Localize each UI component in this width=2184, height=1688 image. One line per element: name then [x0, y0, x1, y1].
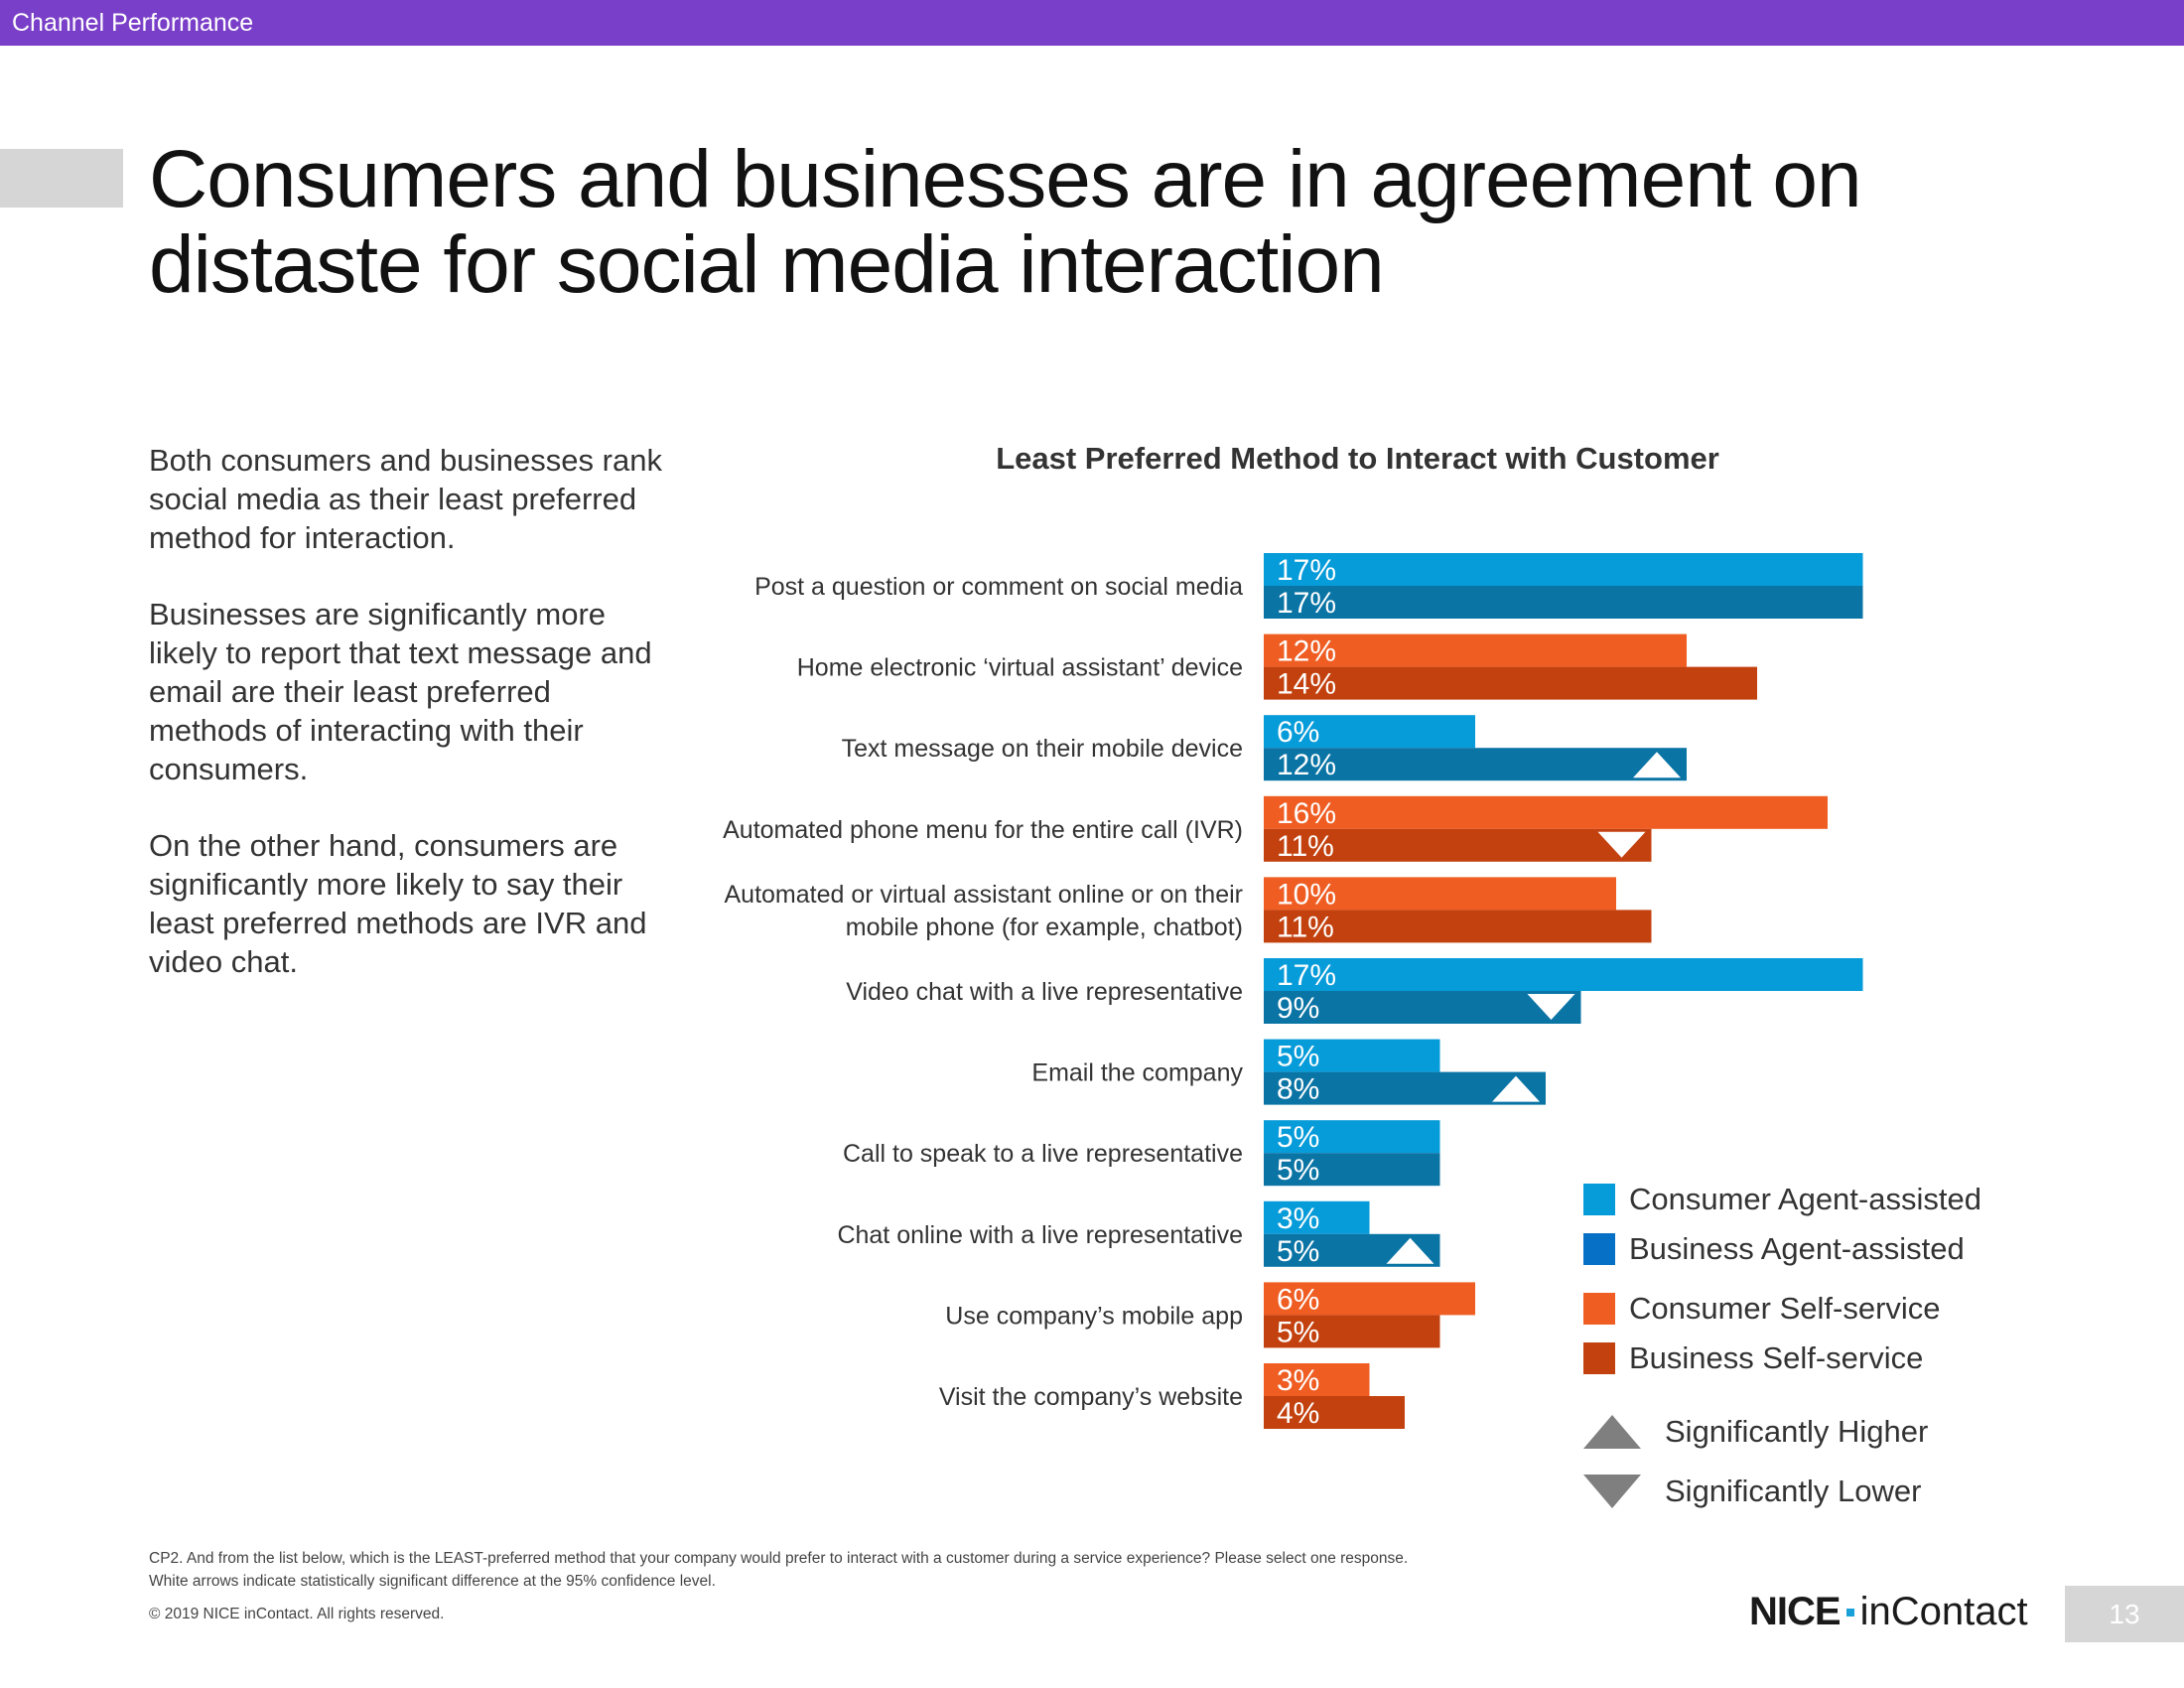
summary-paragraph-2: Businesses are significantly more likely… — [149, 597, 652, 786]
bar-value-label: 12% — [1277, 635, 1336, 668]
triangle-down-icon — [1583, 1475, 1641, 1508]
consumer-bar — [1264, 877, 1616, 911]
category-label: Post a question or comment on social med… — [754, 573, 1243, 601]
summary-paragraph-3: On the other hand, consumers are signifi… — [149, 828, 647, 979]
bar-value-label: 11% — [1277, 830, 1334, 863]
footnote-significance-note: White arrows indicate statistically sign… — [149, 1573, 716, 1590]
bar-value-label: 3% — [1277, 1202, 1319, 1235]
legend-item-significantly-lower: Significantly Lower — [1583, 1474, 1921, 1509]
bar-value-label: 5% — [1277, 1154, 1319, 1187]
bar-value-label: 3% — [1277, 1364, 1319, 1397]
business-bar — [1264, 748, 1687, 781]
section-header-bar: Channel Performance — [0, 0, 2184, 46]
bar-value-label: 10% — [1277, 878, 1336, 911]
consumer-bar — [1264, 1200, 1370, 1234]
consumer-bar — [1264, 1039, 1440, 1072]
consumer-bar — [1264, 1282, 1475, 1316]
business-bar — [1264, 666, 1757, 700]
category-label: Automated phone menu for the entire call… — [723, 816, 1243, 844]
nice-incontact-logo: NICE inContact — [1749, 1590, 2028, 1634]
significance-down-icon — [1597, 831, 1646, 858]
business-bar — [1264, 586, 1863, 619]
legend-swatch-consumer-agent — [1583, 1184, 1615, 1215]
bar-value-label: 14% — [1277, 668, 1336, 701]
consumer-bar — [1264, 633, 1687, 667]
footnote: CP2. And from the list below, which is t… — [149, 1547, 1638, 1593]
copyright: © 2019 NICE inContact. All rights reserv… — [149, 1606, 445, 1622]
legend-item-business-self: Business Self-service — [1583, 1340, 1923, 1376]
title-accent-bar — [0, 149, 123, 208]
bar-value-label: 17% — [1277, 959, 1336, 992]
significance-up-icon — [1633, 752, 1681, 778]
legend-item-business-agent: Business Agent-assisted — [1583, 1231, 1965, 1267]
bar-value-label: 12% — [1277, 749, 1336, 781]
footnote-question: CP2. And from the list below, which is t… — [149, 1550, 1409, 1567]
consumer-bar — [1264, 553, 1863, 586]
consumer-bar — [1264, 1120, 1440, 1154]
category-label: Home electronic ‘virtual assistant’ devi… — [797, 654, 1243, 682]
page-title: Consumers and businesses are in agreemen… — [149, 134, 1862, 310]
summary-paragraph-1: Both consumers and businesses rank socia… — [149, 443, 662, 555]
business-bar — [1264, 1153, 1440, 1187]
section-name: Channel Performance — [12, 9, 254, 37]
chart-title: Least Preferred Method to Interact with … — [996, 441, 1719, 476]
bar-value-label: 6% — [1277, 716, 1319, 749]
category-label: Automated or virtual assistant online or… — [725, 881, 1244, 941]
bar-value-label: 6% — [1277, 1283, 1319, 1316]
triangle-up-icon — [1583, 1415, 1641, 1449]
category-label: Use company’s mobile app — [945, 1302, 1243, 1330]
legend-label-consumer-agent: Consumer Agent-assisted — [1629, 1182, 1981, 1216]
bar-value-label: 5% — [1277, 1316, 1319, 1348]
legend-item-consumer-self: Consumer Self-service — [1583, 1291, 1941, 1327]
consumer-bar — [1264, 958, 1863, 991]
legend-label-consumer-self: Consumer Self-service — [1629, 1291, 1941, 1326]
legend-label-business-agent: Business Agent-assisted — [1629, 1231, 1965, 1266]
consumer-bar — [1264, 795, 1828, 829]
legend-item-consumer-agent: Consumer Agent-assisted — [1583, 1182, 1981, 1217]
legend-label-significantly-lower: Significantly Lower — [1665, 1474, 1922, 1508]
legend-label-significantly-higher: Significantly Higher — [1665, 1414, 1929, 1449]
logo-product: inContact — [1859, 1590, 2028, 1633]
significance-down-icon — [1527, 994, 1575, 1020]
consumer-bar — [1264, 1363, 1370, 1396]
bar-value-label: 8% — [1277, 1073, 1319, 1106]
category-label: Video chat with a live representative — [846, 978, 1243, 1006]
bar-value-label: 5% — [1277, 1041, 1319, 1073]
bar-value-label: 17% — [1277, 587, 1336, 620]
bar-value-label: 11% — [1277, 911, 1334, 943]
legend-item-significantly-higher: Significantly Higher — [1583, 1414, 1928, 1450]
legend-label-business-self: Business Self-service — [1629, 1340, 1924, 1375]
legend-swatch-business-agent — [1583, 1233, 1615, 1265]
business-bar — [1264, 910, 1652, 943]
business-bar — [1264, 828, 1652, 862]
bar-value-label: 9% — [1277, 992, 1319, 1025]
category-label: Email the company — [1031, 1059, 1243, 1087]
category-label: Call to speak to a live representative — [843, 1140, 1243, 1168]
bar-value-label: 16% — [1277, 797, 1336, 830]
legend-swatch-business-self — [1583, 1342, 1615, 1374]
significance-up-icon — [1386, 1237, 1434, 1264]
logo-brand: NICE — [1749, 1590, 1842, 1633]
page-number: 13 — [2065, 1586, 2184, 1642]
significance-up-icon — [1492, 1075, 1540, 1102]
consumer-bar — [1264, 715, 1475, 749]
logo-dot-icon — [1845, 1608, 1854, 1617]
summary-text: Both consumers and businesses rank socia… — [149, 441, 665, 1019]
bar-value-label: 4% — [1277, 1397, 1319, 1430]
category-label: Text message on their mobile device — [842, 735, 1243, 763]
legend-swatch-consumer-self — [1583, 1293, 1615, 1325]
business-bar — [1264, 991, 1581, 1024]
category-label: Visit the company’s website — [939, 1383, 1243, 1411]
bar-value-label: 17% — [1277, 554, 1336, 587]
category-label: Chat online with a live representative — [837, 1221, 1243, 1249]
business-bar — [1264, 1315, 1440, 1348]
bar-value-label: 5% — [1277, 1235, 1319, 1268]
business-bar — [1264, 1396, 1405, 1429]
bar-value-label: 5% — [1277, 1121, 1319, 1154]
